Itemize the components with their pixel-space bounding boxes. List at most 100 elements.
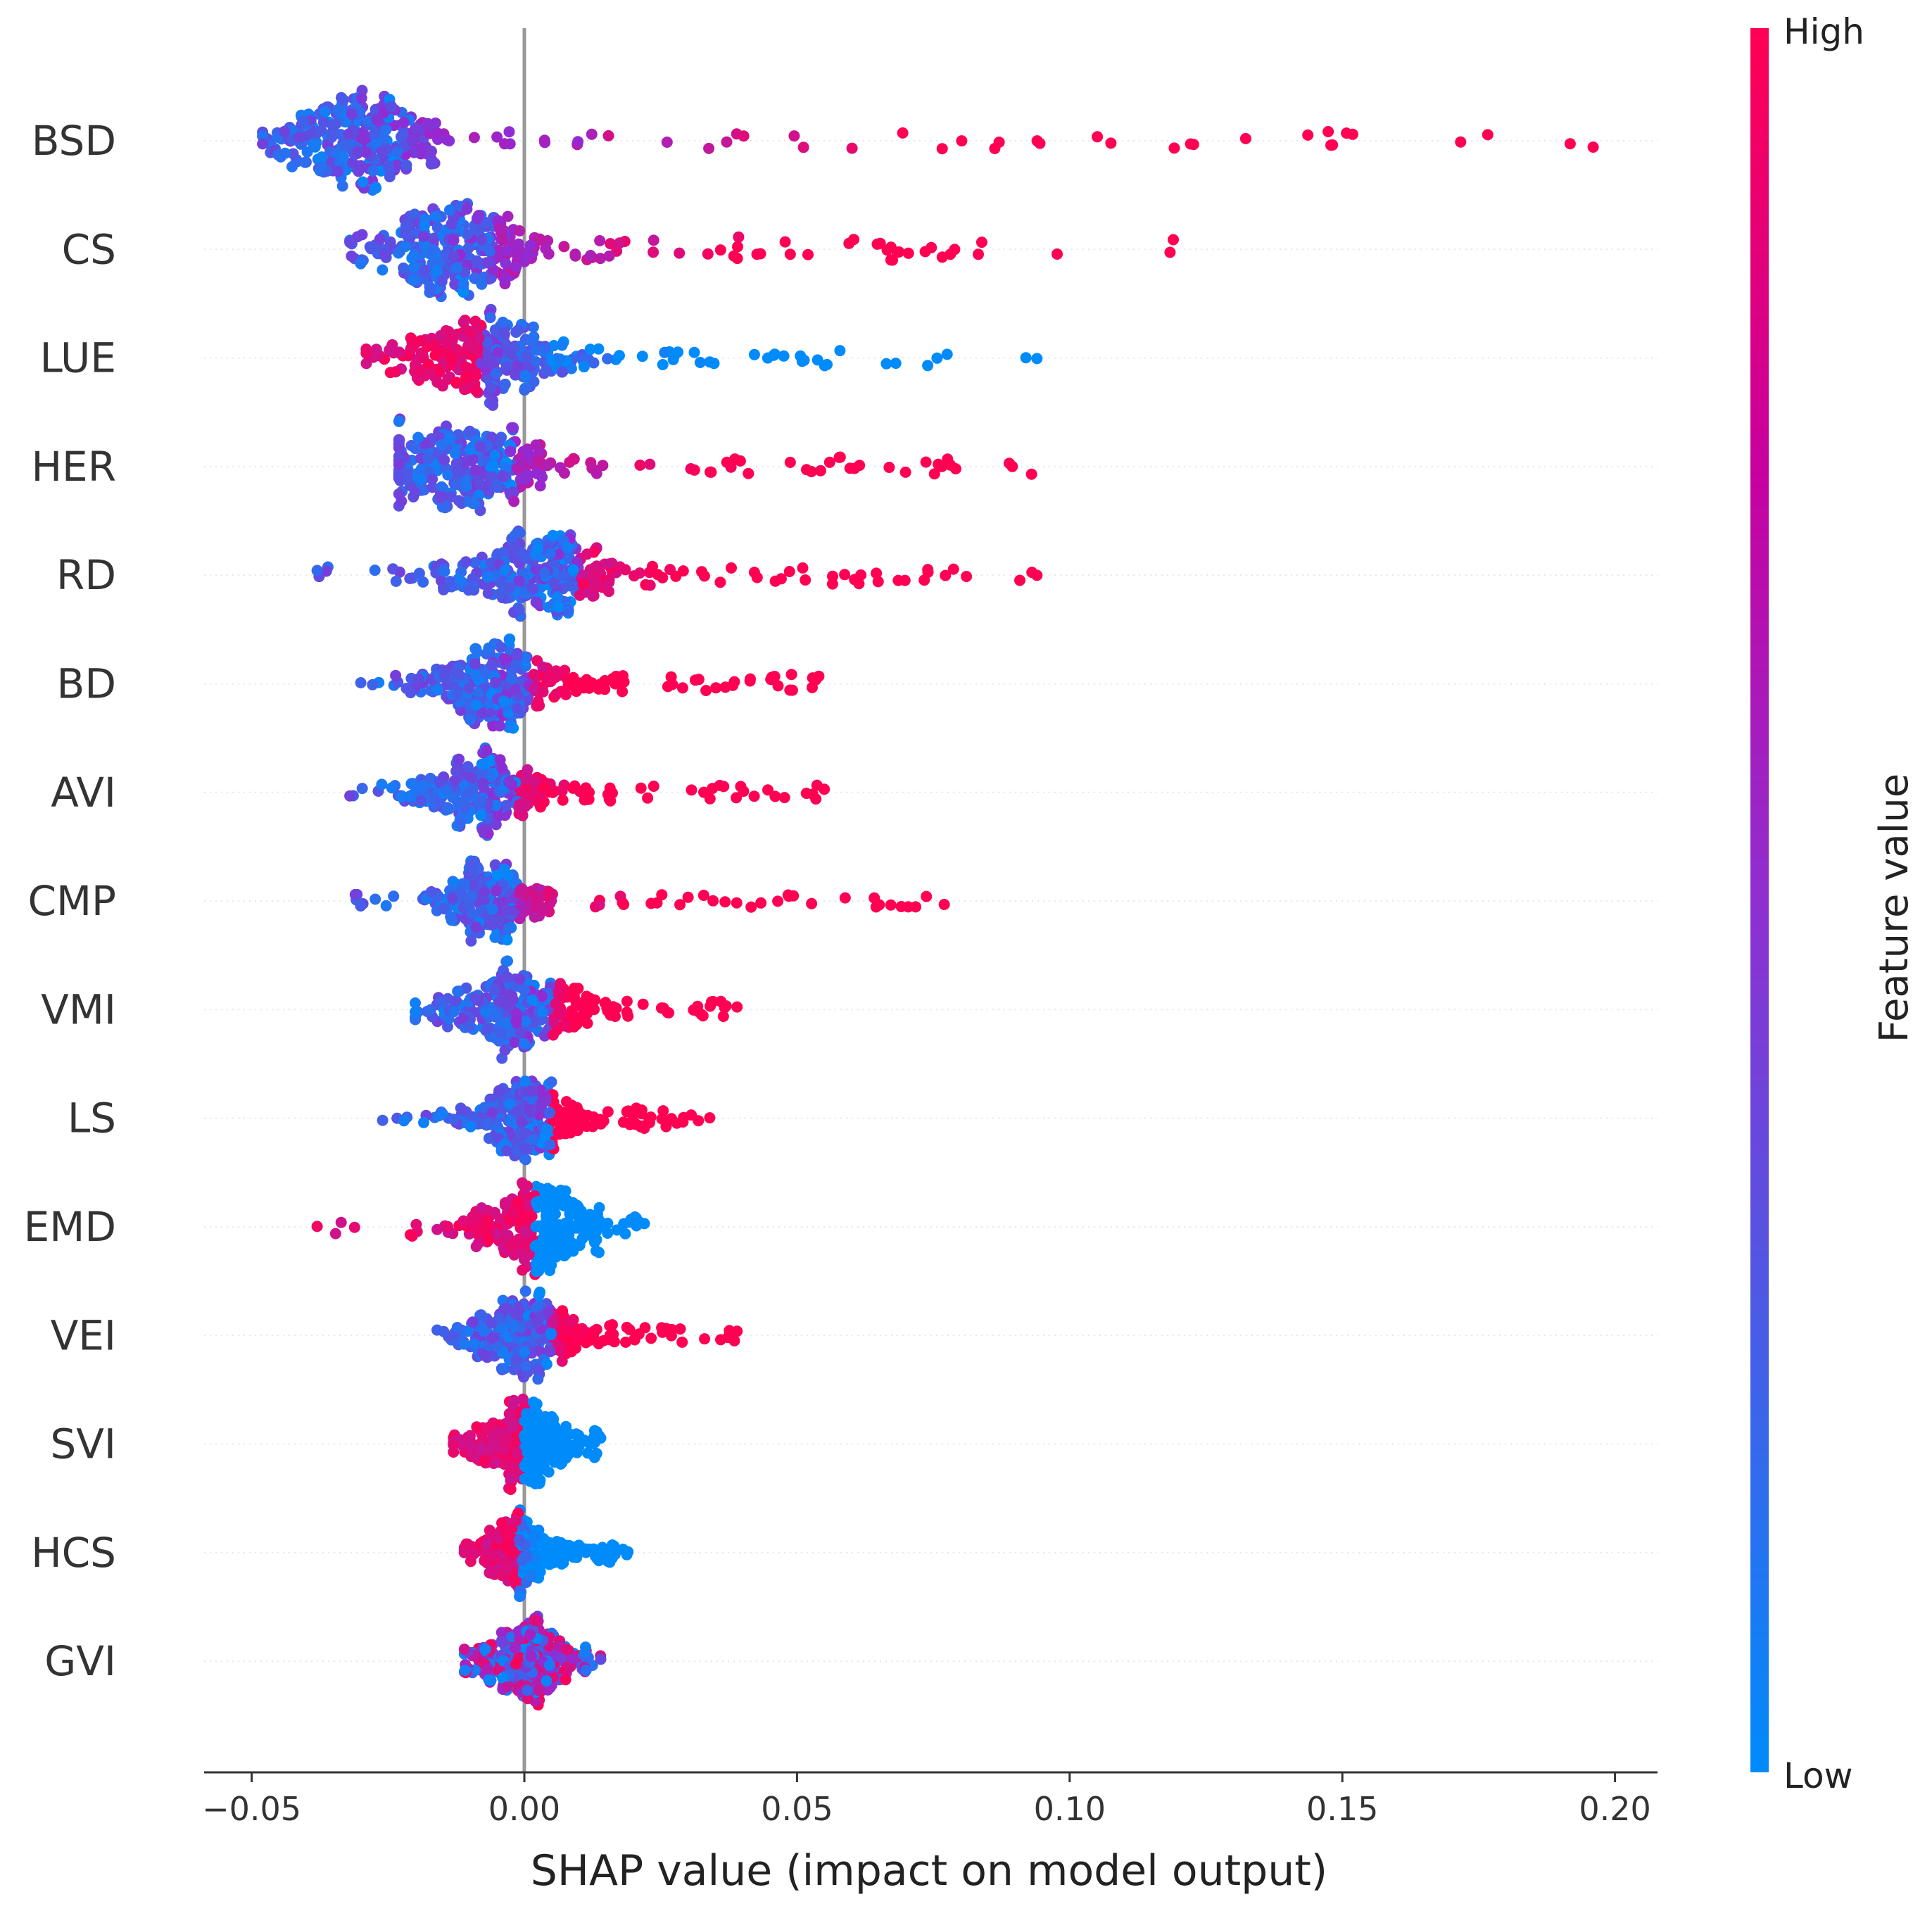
shap-dot-svi: [519, 1442, 531, 1453]
shap-dot-svi: [481, 1423, 493, 1434]
shap-dot-avi: [441, 784, 453, 796]
shap-dot-bd: [567, 671, 579, 683]
shap-dot-bd: [710, 682, 722, 694]
shap-dot-cs: [648, 246, 659, 258]
shap-dot-vei: [508, 1363, 520, 1375]
shap-dot-bsd: [367, 165, 379, 177]
shap-dot-cmp: [651, 897, 663, 909]
shap-dot-emd: [348, 1221, 360, 1233]
shap-dot-bsd: [1325, 139, 1337, 151]
shap-dot-vei: [531, 1316, 543, 1328]
shap-dot-bd: [550, 688, 562, 700]
shap-dot-ls: [448, 1114, 460, 1125]
shap-dot-cmp: [470, 921, 482, 933]
shap-dot-bd: [772, 680, 784, 692]
shap-dot-rd: [544, 548, 556, 560]
shap-dot-bsd: [721, 136, 733, 148]
shap-dot-her: [942, 453, 954, 465]
shap-dot-avi: [819, 783, 831, 795]
shap-dot-rd: [591, 560, 602, 572]
shap-dot-rd: [827, 570, 838, 582]
shap-dot-bd: [766, 671, 778, 683]
shap-dot-cs: [469, 272, 481, 284]
shap-dot-cmp: [921, 890, 933, 902]
shap-dot-svi: [492, 1425, 504, 1437]
shap-dot-vmi: [731, 1001, 743, 1013]
shap-dot-hcs: [622, 1546, 634, 1558]
shap-dot-lue: [491, 367, 503, 379]
shap-dot-avi: [642, 792, 654, 804]
shap-dot-vmi: [548, 1016, 560, 1028]
shap-dot-vmi: [555, 978, 566, 990]
shap-dot-ls: [519, 1142, 531, 1154]
shap-dot-vei: [467, 1316, 479, 1328]
shap-dot-bd: [693, 674, 705, 686]
shap-dot-vei: [486, 1332, 498, 1344]
shap-dot-cmp: [938, 899, 950, 910]
shap-dot-bsd: [316, 161, 328, 173]
shap-dot-vei: [570, 1342, 581, 1354]
shap-dot-bd: [472, 687, 484, 699]
shap-dot-ls: [511, 1136, 522, 1148]
shap-dot-ls: [545, 1076, 557, 1088]
shap-dot-avi: [748, 790, 760, 802]
shap-dot-ls: [525, 1106, 536, 1118]
shap-dot-her: [497, 470, 509, 482]
shap-dot-avi: [557, 794, 569, 806]
shap-dot-her: [814, 465, 826, 477]
shap-dot-avi: [462, 761, 474, 773]
shap-dot-bd: [495, 641, 507, 653]
shap-dot-vei: [533, 1299, 545, 1311]
shap-dot-bd: [700, 685, 712, 696]
shap-dot-vei: [479, 1325, 491, 1337]
shap-dot-vmi: [621, 995, 633, 1007]
shap-dot-cs: [484, 256, 496, 267]
shap-dot-svi: [510, 1446, 522, 1458]
shap-dot-avi: [529, 776, 541, 788]
shap-dot-avi: [778, 792, 790, 804]
shap-dot-avi: [530, 794, 542, 806]
shap-dot-cs: [457, 278, 469, 290]
shap-dot-her: [833, 451, 845, 463]
shap-dot-rd: [527, 583, 538, 595]
shap-dot-her: [522, 469, 534, 481]
shap-dot-lue: [487, 395, 499, 407]
shap-dot-gvi: [529, 1615, 541, 1627]
shap-dot-lue: [403, 350, 415, 362]
shap-dot-bsd: [340, 139, 352, 151]
shap-dot-lue: [890, 358, 902, 370]
shap-dot-bsd: [336, 92, 347, 103]
shap-dot-cmp: [707, 895, 719, 907]
shap-dot-rd: [482, 587, 494, 599]
shap-dot-vei: [520, 1360, 532, 1372]
shap-dot-rd: [438, 584, 450, 595]
shap-dot-cmp: [839, 892, 851, 904]
shap-dot-bd: [493, 720, 505, 732]
shap-dot-avi: [476, 758, 488, 770]
shap-dot-vmi: [509, 1036, 521, 1048]
shap-dot-avi: [466, 772, 478, 784]
shap-dot-bsd: [1034, 137, 1046, 149]
shap-dot-rd: [417, 576, 429, 588]
shap-dot-bsd: [391, 159, 403, 171]
shap-dot-hcs: [481, 1539, 493, 1551]
shap-dot-vei: [656, 1322, 668, 1334]
shap-dot-cs: [408, 261, 419, 273]
shap-dot-gvi: [560, 1674, 572, 1686]
shap-dot-vmi: [502, 955, 513, 967]
shap-dot-gvi: [521, 1684, 533, 1696]
shap-dot-bsd: [346, 108, 358, 120]
shap-dot-rd: [548, 577, 560, 589]
shap-dot-her: [883, 462, 895, 473]
shap-dot-avi: [475, 809, 487, 821]
shap-dot-rd: [922, 564, 934, 576]
shap-dot-bd: [511, 702, 523, 714]
shap-dot-cmp: [745, 901, 757, 913]
shap-dot-vei: [458, 1338, 470, 1350]
shap-dot-gvi: [458, 1644, 470, 1655]
shap-dot-rd: [899, 574, 911, 586]
shap-dot-vei: [431, 1324, 443, 1336]
shap-dot-gvi: [543, 1659, 555, 1671]
shap-dot-rd: [940, 569, 952, 581]
shap-dot-avi: [556, 785, 568, 797]
